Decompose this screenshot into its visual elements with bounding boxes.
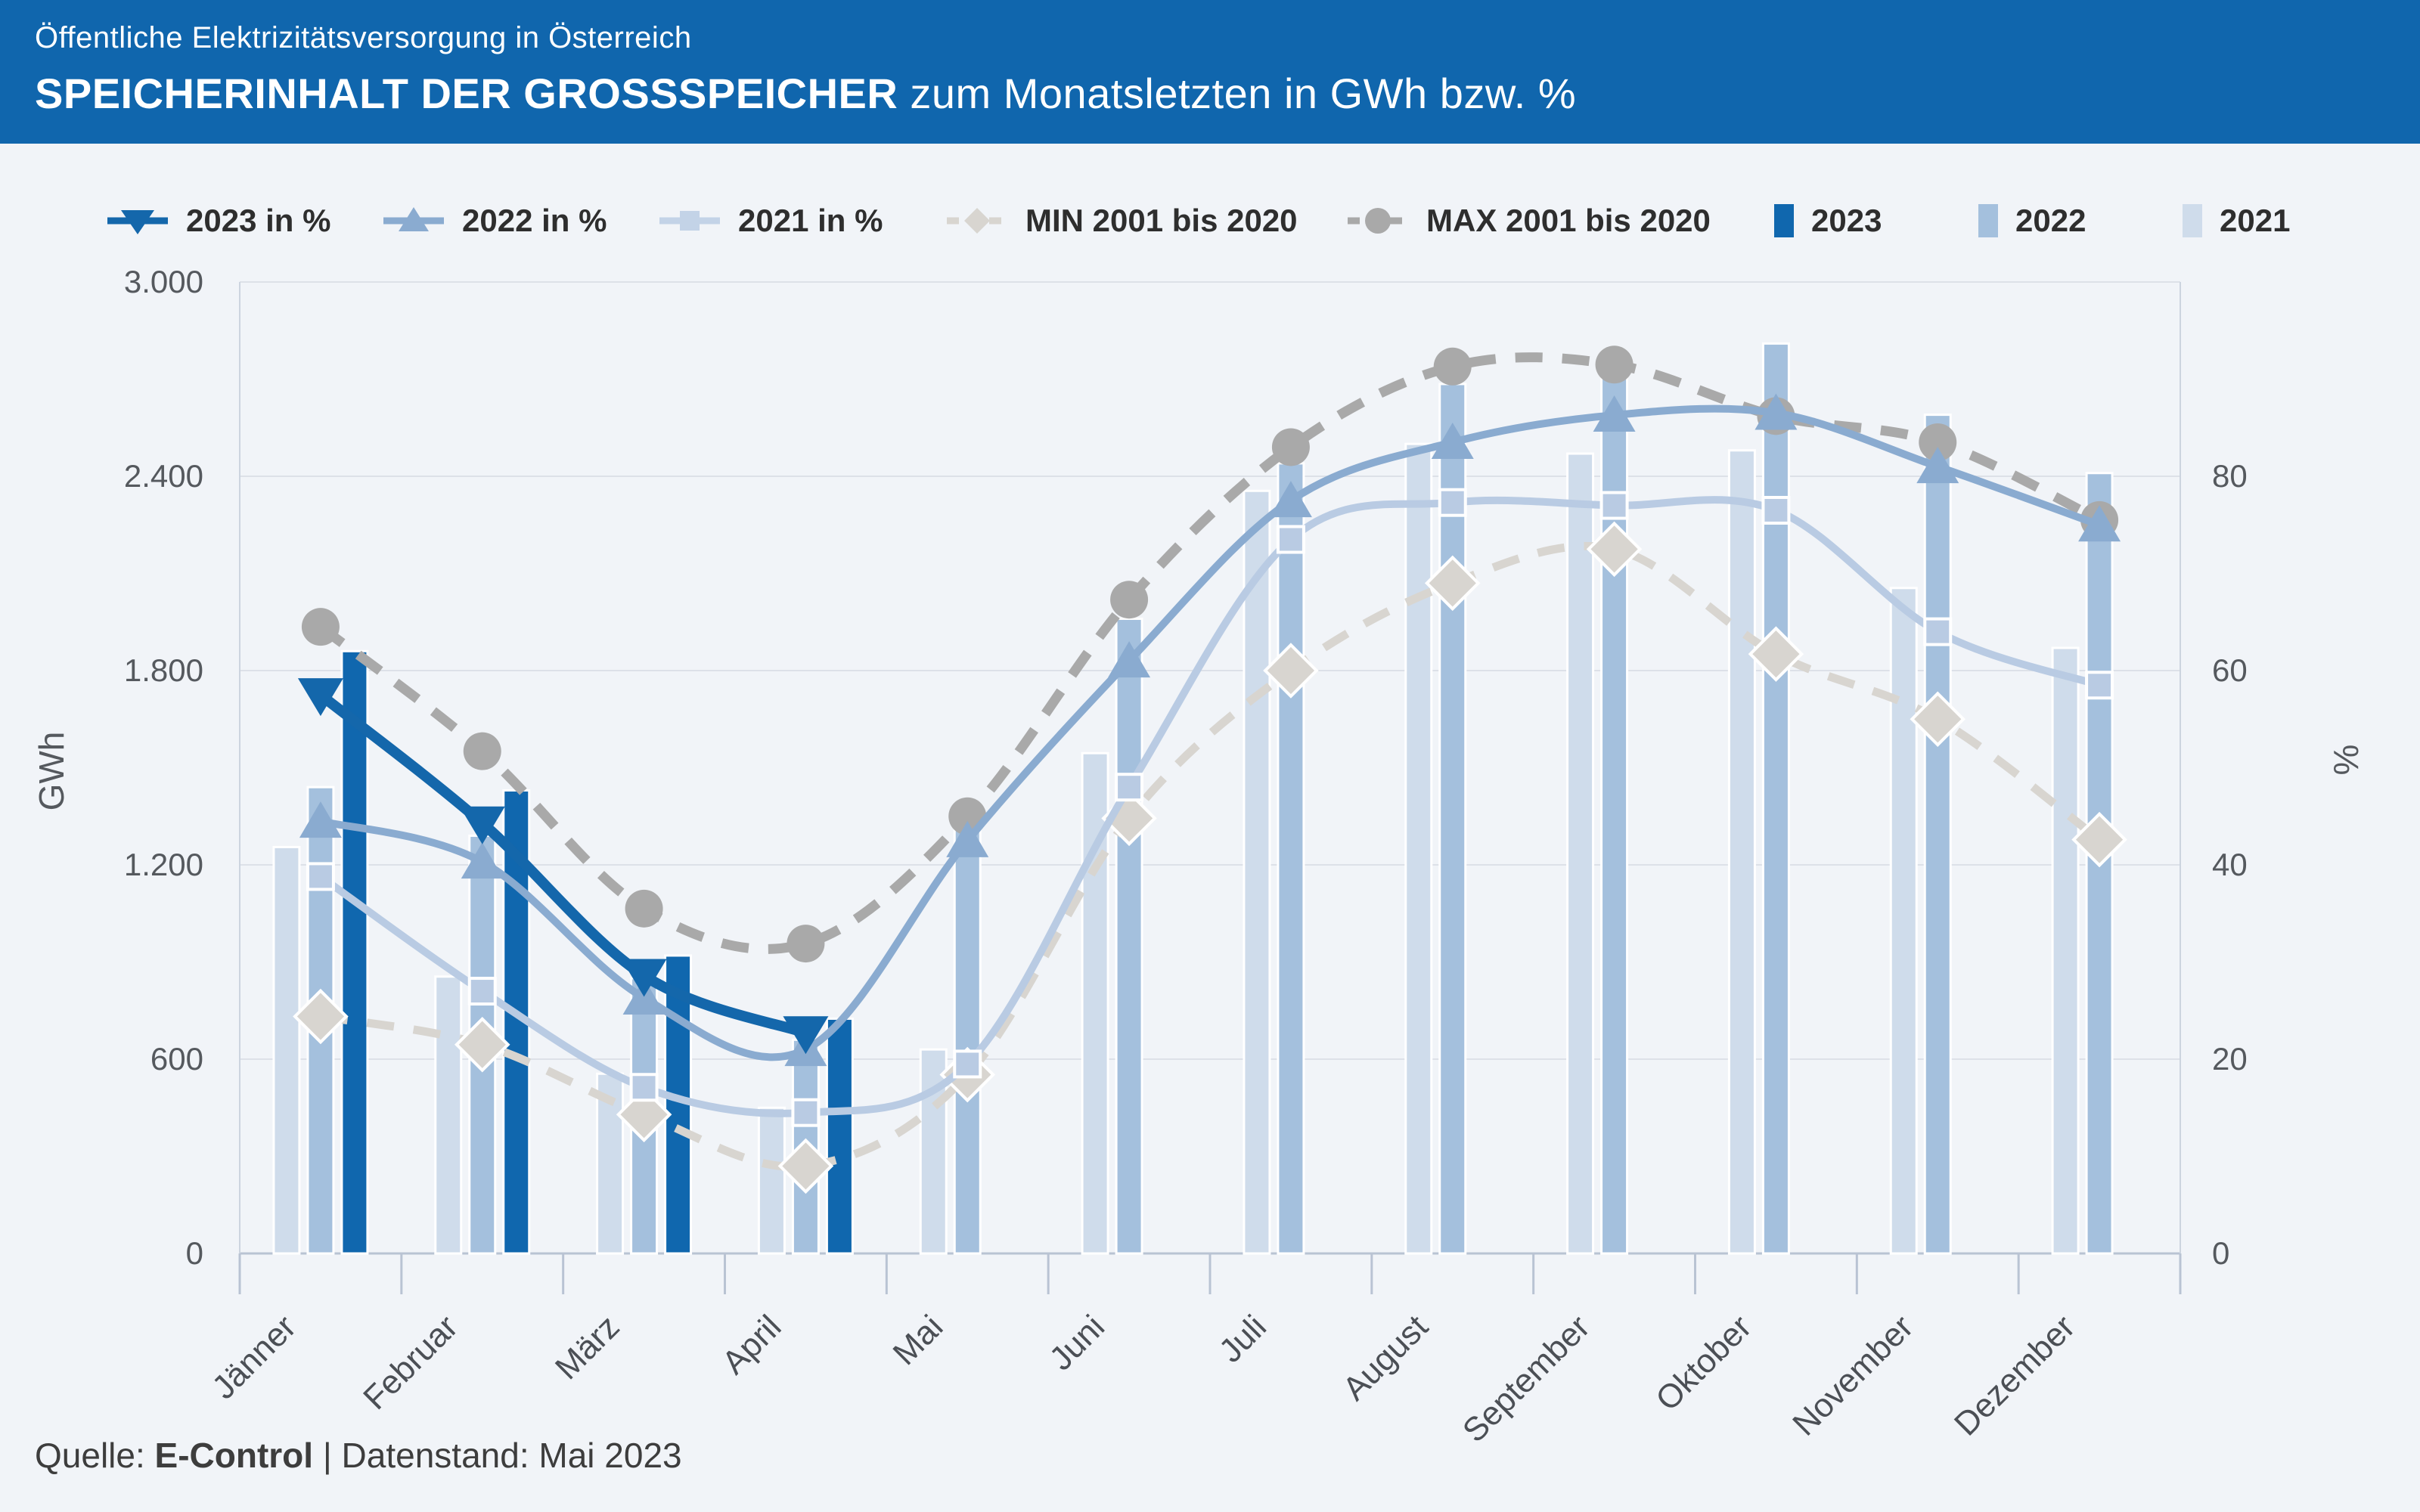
line-series-MAX-2001-bis-2020 bbox=[301, 345, 2119, 963]
bar-2022-August bbox=[1438, 383, 1467, 1255]
legend-square-icon bbox=[659, 211, 720, 231]
chart-header: Öffentliche Elektrizitätsversorgung in Ö… bbox=[0, 0, 2420, 144]
legend-label: 2021 in % bbox=[738, 203, 883, 238]
legend-item-2023-in-%[interactable]: 2023 in % bbox=[106, 191, 330, 251]
month-label: Juli bbox=[1212, 1308, 1274, 1369]
month-label: September bbox=[1456, 1308, 1597, 1449]
legend-triangle-up-icon bbox=[383, 207, 444, 231]
chart-title-rest: zum Monatsletzten in GWh bzw. % bbox=[898, 70, 1577, 117]
legend-bar-swatch bbox=[2183, 204, 2202, 237]
bar-2021-April bbox=[757, 1106, 786, 1255]
line-series-MIN-2001-bis-2020 bbox=[293, 521, 2127, 1194]
right-axis-tick: 20 bbox=[2212, 1041, 2248, 1077]
right-axis-tick: 0 bbox=[2212, 1235, 2229, 1271]
legend-label: 2023 in % bbox=[186, 203, 331, 238]
left-axis-tick: 0 bbox=[186, 1235, 203, 1271]
legend-label: MIN 2001 bis 2020 bbox=[1025, 203, 1298, 238]
bar-2021-November bbox=[1889, 587, 1918, 1255]
legend-label: MAX 2001 bis 2020 bbox=[1426, 203, 1711, 238]
bar-2022-Juni bbox=[1115, 617, 1143, 1255]
legend-circle-icon bbox=[1348, 208, 1408, 234]
data-status: | Datenstand: Mai 2023 bbox=[313, 1436, 682, 1475]
bar-2022-November bbox=[1923, 414, 1952, 1255]
legend-item-2021[interactable]: 2021 bbox=[2182, 191, 2290, 251]
legend-item-2021-in-%[interactable]: 2021 in % bbox=[658, 191, 883, 251]
chart-title-bold: SPEICHERINHALT DER GROSSSPEICHER bbox=[35, 70, 898, 117]
right-axis-tick: 40 bbox=[2212, 847, 2248, 882]
bar-series-2023 bbox=[340, 649, 854, 1255]
legend-item-MAX-2001-bis-2020[interactable]: MAX 2001 bis 2020 bbox=[1346, 191, 1711, 251]
bar-2021-Februar bbox=[434, 975, 463, 1255]
bar-series-2022 bbox=[306, 342, 2114, 1255]
legend-bar-swatch bbox=[1978, 204, 1998, 237]
bar-2021-Oktober bbox=[1727, 449, 1756, 1255]
right-axis-title: % bbox=[2326, 745, 2366, 776]
month-label: März bbox=[548, 1308, 627, 1387]
source-label: Quelle: bbox=[35, 1436, 155, 1475]
month-label: Oktober bbox=[1649, 1308, 1758, 1418]
month-label: Jänner bbox=[205, 1308, 303, 1406]
legend-bar-swatch bbox=[1774, 204, 1794, 237]
bar-2021-Mai bbox=[919, 1048, 948, 1255]
bar-2021-September bbox=[1566, 452, 1595, 1255]
legend-label: 2023 bbox=[1811, 203, 1882, 238]
bar-2022-Mai bbox=[953, 811, 982, 1255]
source-note: Quelle: E-Control | Datenstand: Mai 2023 bbox=[35, 1435, 682, 1476]
month-labels: Jänner Februar März April Mai Juni Juli August S… bbox=[205, 1308, 2082, 1449]
chart-title: SPEICHERINHALT DER GROSSSPEICHER zum Mon… bbox=[35, 69, 2420, 118]
right-axis-tick: 80 bbox=[2212, 458, 2248, 494]
right-axis-tick: 60 bbox=[2212, 652, 2248, 688]
month-label: August bbox=[1336, 1308, 1435, 1408]
month-label: Dezember bbox=[1947, 1308, 2082, 1442]
chart-legend: 2023 in % 2022 in % 2021 in % MIN 2001 bis … bbox=[0, 191, 2420, 251]
legend-item-2022[interactable]: 2022 bbox=[1978, 191, 2086, 251]
legend-item-2023[interactable]: 2023 bbox=[1773, 191, 1882, 251]
month-label: November bbox=[1786, 1308, 1920, 1442]
left-axis-title: GWh bbox=[32, 732, 71, 811]
bar-2021-Jänner bbox=[272, 845, 301, 1255]
month-label: Mai bbox=[886, 1308, 951, 1372]
left-axis-tick: 3.000 bbox=[124, 264, 203, 299]
bar-2022-Oktober bbox=[1761, 342, 1790, 1255]
chart-subtitle: Öffentliche Elektrizitätsversorgung in Ö… bbox=[35, 21, 692, 54]
line-series-2022-in-% bbox=[299, 393, 2121, 1067]
bar-2021-Dezember bbox=[2051, 646, 2080, 1255]
legend-label: 2022 bbox=[2015, 203, 2086, 238]
left-axis-tick: 600 bbox=[150, 1041, 203, 1077]
bar-2021-August bbox=[1404, 442, 1433, 1255]
bar-2022-Juli bbox=[1277, 462, 1305, 1255]
legend-item-2022-in-%[interactable]: 2022 in % bbox=[382, 191, 607, 251]
source-name: E-Control bbox=[154, 1436, 314, 1475]
left-axis-tick: 2.400 bbox=[124, 458, 203, 494]
legend-item-MIN-2001-bis-2020[interactable]: MIN 2001 bis 2020 bbox=[945, 191, 1298, 251]
bar-2023-Jänner bbox=[340, 649, 369, 1255]
line-series-2023-in-% bbox=[297, 678, 829, 1055]
month-label: Februar bbox=[356, 1308, 465, 1417]
legend-diamond-icon bbox=[947, 208, 1007, 234]
month-label: Juni bbox=[1042, 1308, 1112, 1377]
bar-series-2021 bbox=[272, 442, 2080, 1255]
bar-2021-Juli bbox=[1243, 489, 1271, 1255]
bar-2023-April bbox=[825, 1017, 854, 1255]
left-axis-tick: 1.200 bbox=[124, 847, 203, 882]
legend-label: 2021 bbox=[2220, 203, 2291, 238]
legend-triangle-down-icon bbox=[107, 210, 168, 234]
left-axis-tick: 1.800 bbox=[124, 652, 203, 688]
line-series-2021-in-% bbox=[306, 488, 2114, 1127]
gridlines: 3.000 2.400 1.800 1.200 600 0 80 60 40 20 0 bbox=[124, 264, 2248, 1294]
month-label: April bbox=[715, 1308, 789, 1381]
legend-label: 2022 in % bbox=[462, 203, 607, 238]
